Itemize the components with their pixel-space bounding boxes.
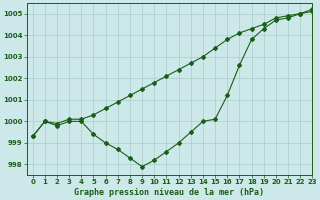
X-axis label: Graphe pression niveau de la mer (hPa): Graphe pression niveau de la mer (hPa) [75, 188, 265, 197]
